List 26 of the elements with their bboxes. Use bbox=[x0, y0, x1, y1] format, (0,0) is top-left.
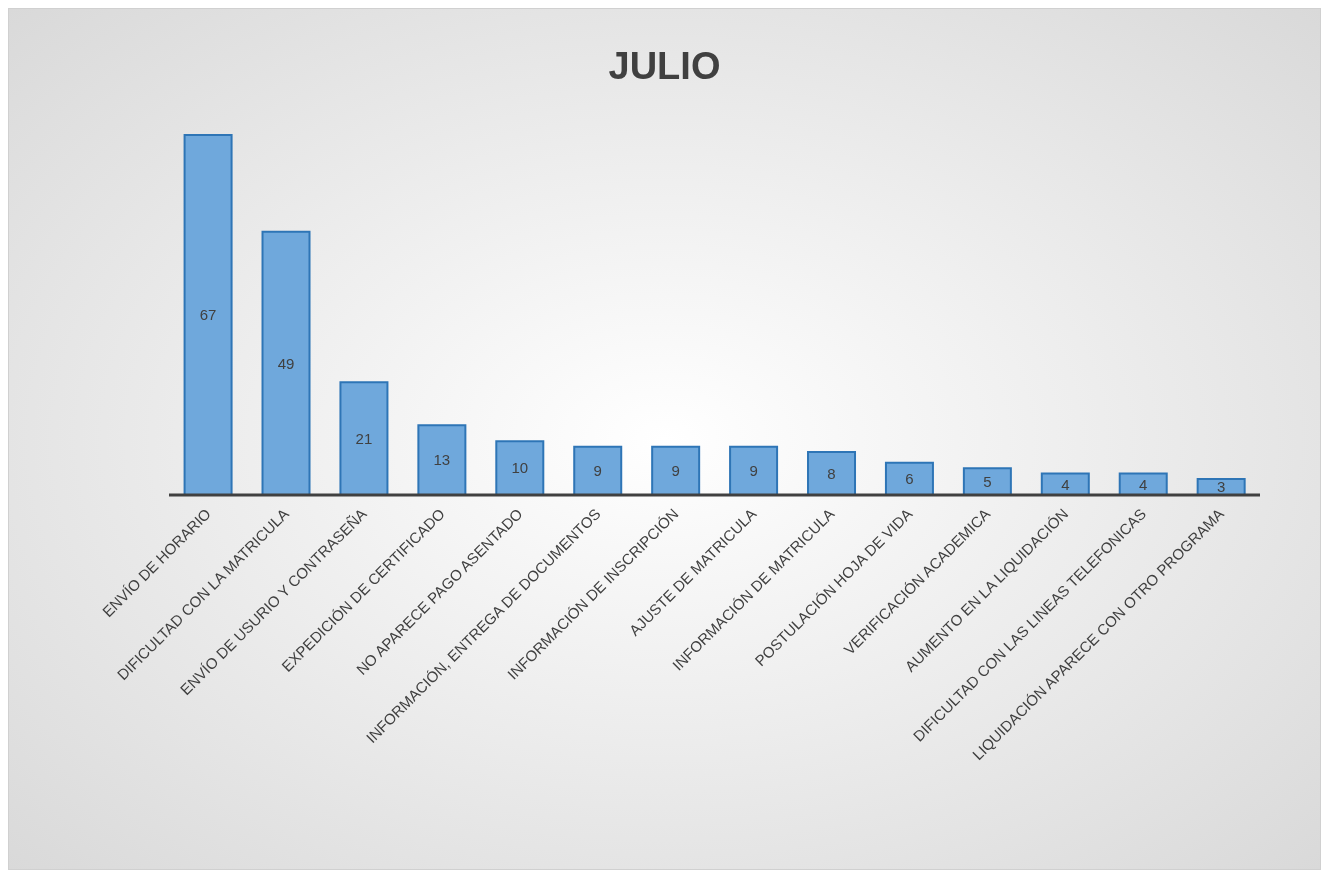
data-label: 6 bbox=[905, 470, 914, 488]
data-label: 9 bbox=[749, 462, 758, 480]
data-label: 3 bbox=[1216, 478, 1226, 496]
bar bbox=[495, 440, 545, 496]
bar bbox=[884, 461, 934, 496]
data-label: 9 bbox=[671, 462, 680, 480]
data-label: 9 bbox=[593, 462, 602, 480]
bar bbox=[261, 230, 311, 496]
bar bbox=[651, 445, 701, 496]
data-label: 67 bbox=[199, 306, 217, 324]
bar bbox=[729, 445, 779, 496]
data-label: 49 bbox=[277, 354, 295, 372]
bar bbox=[183, 134, 233, 496]
bar bbox=[417, 424, 467, 496]
data-label: 4 bbox=[1139, 475, 1148, 493]
data-label: 10 bbox=[511, 459, 529, 477]
data-label: 13 bbox=[433, 451, 451, 469]
data-label: 8 bbox=[827, 464, 836, 482]
data-label: 4 bbox=[1061, 475, 1070, 493]
bar bbox=[573, 445, 623, 496]
data-label: 5 bbox=[983, 472, 992, 490]
bar bbox=[962, 467, 1012, 496]
chart-title: JULIO bbox=[607, 44, 722, 89]
bar bbox=[807, 451, 857, 496]
bar bbox=[339, 381, 389, 496]
data-label: 21 bbox=[355, 429, 373, 447]
